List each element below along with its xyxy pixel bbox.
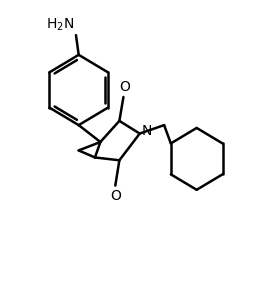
Text: H$_2$N: H$_2$N [47, 16, 75, 33]
Text: O: O [110, 189, 121, 203]
Text: O: O [119, 80, 130, 94]
Text: N: N [142, 124, 152, 138]
